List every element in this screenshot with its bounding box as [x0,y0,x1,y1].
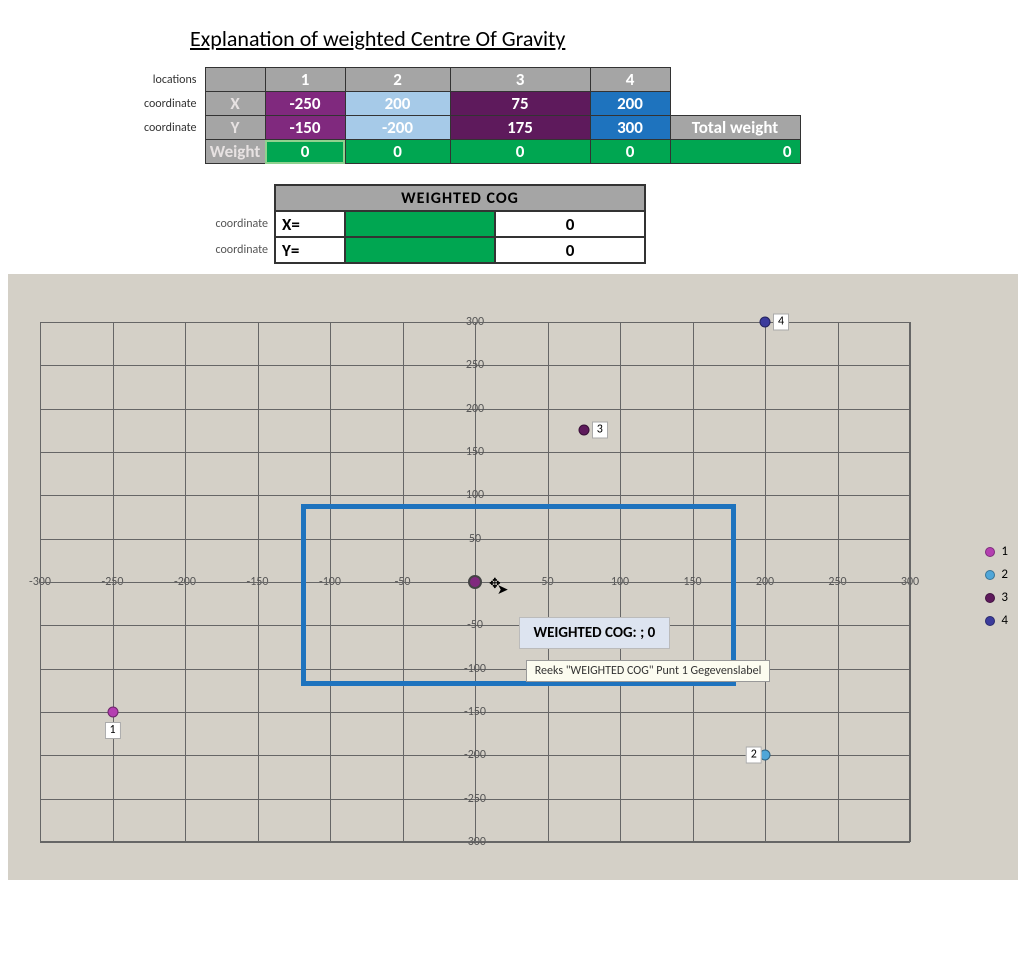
hdr-blank [205,68,265,92]
w-2[interactable]: 0 [345,140,450,164]
cog-axis-x: X= [275,211,345,237]
legend-item-3[interactable]: 3 [985,590,1008,605]
row-label-locations: locations [130,68,205,92]
hdr-2: 2 [345,68,450,92]
weight-label: Weight [205,140,265,164]
y-1: -150 [265,116,345,140]
legend-item-2[interactable]: 2 [985,567,1008,582]
y-tick: 200 [466,402,484,416]
y-tick: -250 [464,792,486,806]
y-2: -200 [345,116,450,140]
y-tick: 250 [466,358,484,372]
row-label-y: coordinate [130,116,205,140]
cog-callout[interactable]: WEIGHTED COG: ; 0 [519,617,671,649]
x-3: 75 [450,92,590,116]
row-label-x: coordinate [130,92,205,116]
legend-dot-icon [985,547,995,557]
legend-dot-icon [985,593,995,603]
legend-item-4[interactable]: 4 [985,613,1008,628]
cog-axis-y: Y= [275,237,345,263]
total-weight-value: 0 [670,140,800,164]
cog-point[interactable] [468,575,482,589]
scatter-plot[interactable]: -300-250-200-150-100-5005010015020025030… [40,322,910,842]
cog-row-label-x: coordinate [195,211,275,237]
legend-item-1[interactable]: 1 [985,544,1008,559]
page-title: Explanation of weighted Centre Of Gravit… [190,25,1026,52]
cog-value-x: 0 [495,211,645,237]
hdr-3: 3 [450,68,590,92]
x-4: 200 [590,92,670,116]
cog-title: WEIGHTED COG [275,185,645,211]
y-4: 300 [590,116,670,140]
data-point-1[interactable] [107,707,118,718]
cog-input-x[interactable] [345,211,495,237]
data-point-label-1: 1 [104,722,120,739]
cog-input-y[interactable] [345,237,495,263]
axis-y-label: Y [205,116,265,140]
y-tick: -300 [464,835,486,849]
data-point-4[interactable] [760,317,771,328]
legend-label: 4 [1001,613,1008,628]
hdr-1: 1 [265,68,345,92]
data-point-label-4: 4 [773,314,789,331]
legend-dot-icon [985,570,995,580]
y-tick: -150 [464,705,486,719]
legend-dot-icon [985,616,995,626]
weighted-cog-table: WEIGHTED COG coordinate X= 0 coordinate … [195,184,646,264]
cog-row-label-y: coordinate [195,237,275,263]
chart-legend: 1 2 3 4 [985,544,1008,636]
total-weight-label: Total weight [670,116,800,140]
w-3[interactable]: 0 [450,140,590,164]
tooltip: Reeks "WEIGHTED COG" Punt 1 Gegevenslabe… [526,660,771,682]
legend-label: 1 [1001,544,1008,559]
legend-label: 2 [1001,567,1008,582]
data-point-3[interactable] [578,425,589,436]
y-tick: 150 [466,445,484,459]
chart-area[interactable]: -300-250-200-150-100-5005010015020025030… [8,274,1018,880]
hdr-4: 4 [590,68,670,92]
w-4[interactable]: 0 [590,140,670,164]
cog-value-y: 0 [495,237,645,263]
data-point-label-2: 2 [746,747,762,764]
axis-x-label: X [205,92,265,116]
data-point-label-3: 3 [592,422,608,439]
w-1[interactable]: 0 [265,140,345,164]
selection-rectangle[interactable] [301,504,736,686]
legend-label: 3 [1001,590,1008,605]
y-3: 175 [450,116,590,140]
x-2: 200 [345,92,450,116]
y-tick: 100 [466,488,484,502]
y-tick: -200 [464,748,486,762]
x-1: -250 [265,92,345,116]
locations-table: locations 1 2 3 4 coordinate X -250 200 … [130,67,801,164]
